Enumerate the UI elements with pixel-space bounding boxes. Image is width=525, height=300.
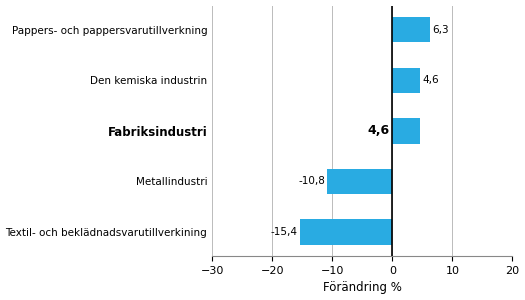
X-axis label: Förändring %: Förändring %: [323, 281, 402, 294]
Bar: [328, 169, 392, 194]
Text: 4,6: 4,6: [422, 75, 439, 85]
Text: 6,3: 6,3: [433, 25, 449, 34]
Bar: [300, 220, 392, 245]
Text: -10,8: -10,8: [298, 176, 325, 187]
Text: 4,6: 4,6: [367, 124, 390, 137]
Bar: [392, 17, 430, 42]
Bar: [392, 68, 420, 93]
Bar: [392, 118, 420, 143]
Text: -15,4: -15,4: [270, 227, 298, 237]
